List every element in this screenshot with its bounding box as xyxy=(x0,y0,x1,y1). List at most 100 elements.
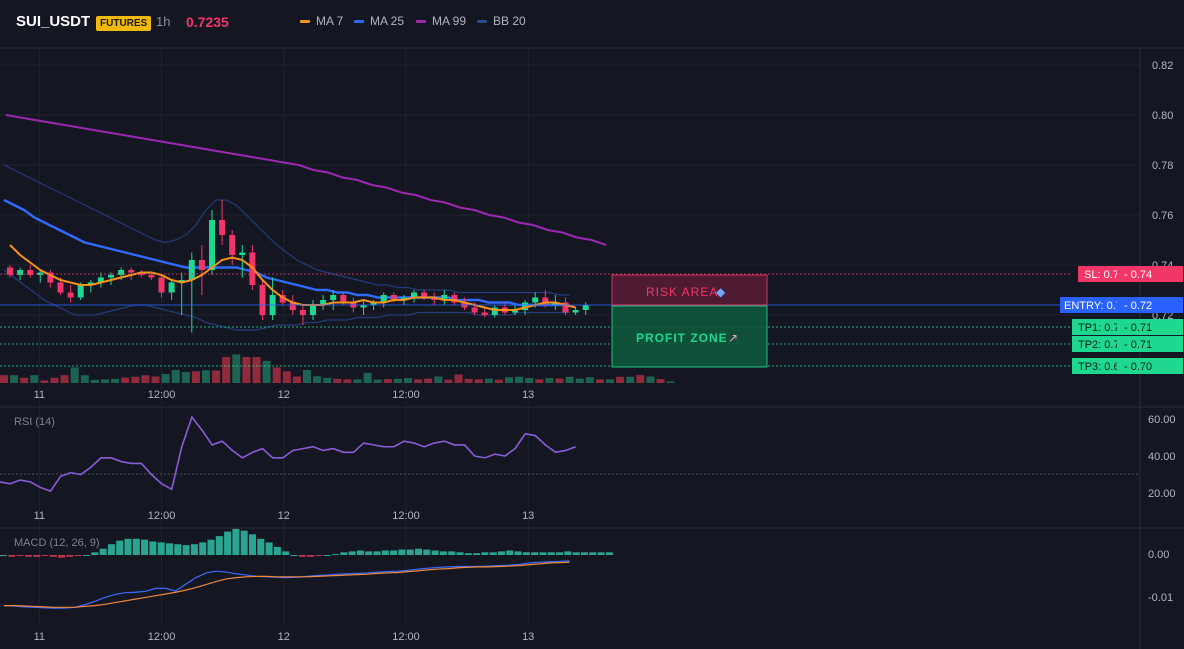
macd-histogram-bar xyxy=(514,551,522,555)
risk-area-label: RISK AREA xyxy=(646,285,718,299)
volume-bar xyxy=(515,376,524,383)
level-label-box xyxy=(1072,358,1126,374)
time-axis-label: 13 xyxy=(522,631,534,643)
macd-histogram-bar xyxy=(340,552,348,555)
candle-body xyxy=(370,302,377,305)
level-tick-box xyxy=(1117,336,1183,352)
macd-histogram-bar xyxy=(439,551,447,555)
macd-histogram-bar xyxy=(398,549,406,555)
legend-ma99[interactable]: MA 99 xyxy=(416,14,466,28)
macd-histogram-bar xyxy=(0,555,7,556)
candle-body xyxy=(431,297,438,300)
timeframe-label[interactable]: 1h xyxy=(156,14,171,29)
volume-bar xyxy=(181,372,190,383)
time-axis-label: 13 xyxy=(522,510,534,522)
candle-body xyxy=(380,295,387,303)
candle-body xyxy=(360,305,367,308)
ma99-line xyxy=(5,114,607,246)
symbol-name[interactable]: SUI_USDT xyxy=(16,13,91,30)
macd-histogram-bar xyxy=(132,538,140,555)
candle-body xyxy=(27,270,34,275)
bb-lower-line xyxy=(3,269,570,331)
volume-bar xyxy=(505,377,513,383)
volume-bar xyxy=(555,378,564,383)
macd-histogram-bar xyxy=(232,528,240,555)
macd-histogram-bar xyxy=(33,555,41,557)
candle-body xyxy=(320,300,327,305)
level-tick: - 0.71 xyxy=(1124,322,1152,334)
ma25-swatch-icon xyxy=(354,20,364,24)
macd-histogram-bar xyxy=(506,550,514,555)
candle-body xyxy=(310,305,316,315)
macd-histogram-bar xyxy=(581,552,588,555)
time-axis-label: 11 xyxy=(34,389,45,401)
volume-bar xyxy=(111,378,120,383)
volume-bar xyxy=(616,376,625,383)
bb-upper-line xyxy=(3,164,570,296)
macd-histogram-bar xyxy=(149,541,157,555)
time-axis-label: 12 xyxy=(278,389,290,401)
candle-body xyxy=(299,310,306,315)
legend-ma7[interactable]: MA 7 xyxy=(300,14,343,28)
volume-bar xyxy=(313,376,322,383)
candle-body xyxy=(542,297,549,305)
volume-bar xyxy=(212,370,221,383)
volume-bar xyxy=(10,375,19,383)
volume-bar xyxy=(343,379,352,383)
volume-bar xyxy=(656,379,665,383)
macd-histogram-bar xyxy=(58,555,66,558)
rocket-icon: ↗ xyxy=(728,331,738,345)
macd-histogram-bar xyxy=(307,555,315,557)
candle-body xyxy=(77,285,84,298)
macd-histogram-bar xyxy=(572,552,580,555)
bb20-swatch-icon xyxy=(477,20,487,24)
volume-bar xyxy=(60,375,69,383)
macd-histogram-bar xyxy=(431,550,439,555)
level-label-box xyxy=(1072,319,1126,335)
volume-bar xyxy=(636,374,645,383)
candle-body xyxy=(340,295,347,303)
macd-histogram-bar xyxy=(456,552,464,555)
candle-body xyxy=(209,220,215,270)
macd-histogram-bar xyxy=(24,555,32,557)
level-tick: - 0.70 xyxy=(1124,361,1152,373)
volume-bar xyxy=(222,357,231,383)
profit-zone-label: PROFIT ZONE xyxy=(636,331,728,345)
macd-histogram-bar xyxy=(83,555,90,556)
candle-body xyxy=(47,272,54,283)
volume-bar xyxy=(666,381,675,383)
macd-histogram-bar xyxy=(290,555,298,556)
legend-bb20[interactable]: BB 20 xyxy=(477,14,526,28)
volume-bar xyxy=(353,379,362,383)
candle-body xyxy=(411,292,417,298)
volume-bar xyxy=(303,370,311,383)
candle-body xyxy=(522,302,529,310)
macd-histogram-bar xyxy=(174,544,182,555)
rsi-line xyxy=(0,415,576,493)
volume-bar xyxy=(161,373,170,383)
time-axis-label: 12:00 xyxy=(148,389,176,401)
candle-body xyxy=(178,280,185,283)
volume-bar xyxy=(525,378,534,383)
volume-bar xyxy=(404,378,412,383)
macd-histogram-bar xyxy=(141,539,149,555)
volume-bar xyxy=(80,375,89,383)
price-tick-label: 0.82 xyxy=(1152,60,1173,72)
macd-histogram-bar xyxy=(539,552,547,555)
volume-bar xyxy=(0,375,8,383)
time-axis-label: 13 xyxy=(522,389,534,401)
time-axis-label: 12 xyxy=(278,631,290,643)
volume-bar xyxy=(151,376,160,383)
volume-bar xyxy=(393,378,402,383)
legend-ma25[interactable]: MA 25 xyxy=(354,14,404,28)
macd-histogram-bar xyxy=(116,540,124,555)
time-axis-label: 12 xyxy=(278,510,290,522)
macd-histogram-bar xyxy=(199,542,207,555)
candle-body xyxy=(259,285,266,315)
candle-body xyxy=(532,297,539,303)
candle-body xyxy=(57,282,64,293)
volume-bar xyxy=(545,378,554,383)
macd-histogram-bar xyxy=(8,555,16,557)
macd-histogram-bar xyxy=(522,552,530,555)
